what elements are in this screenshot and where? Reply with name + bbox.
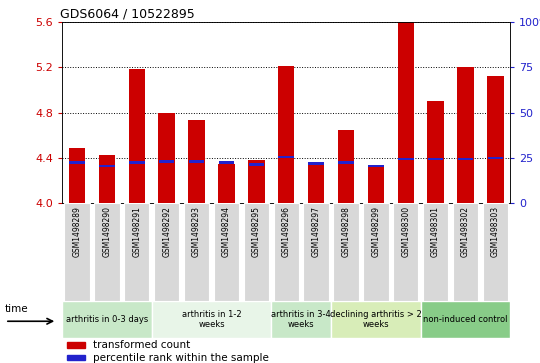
Bar (398, 158, 414, 160)
Bar (159, 160, 174, 163)
Text: GDS6064 / 10522895: GDS6064 / 10522895 (60, 8, 194, 21)
FancyBboxPatch shape (423, 203, 448, 301)
Bar (99, 155, 115, 203)
Bar (69, 148, 85, 203)
Bar (338, 130, 354, 203)
FancyBboxPatch shape (303, 203, 329, 301)
FancyBboxPatch shape (152, 301, 271, 338)
FancyBboxPatch shape (421, 301, 510, 338)
Text: percentile rank within the sample: percentile rank within the sample (93, 353, 269, 363)
FancyBboxPatch shape (453, 203, 478, 301)
Bar (219, 161, 234, 164)
Bar (248, 160, 265, 203)
Bar (457, 67, 474, 203)
Text: GSM1498289: GSM1498289 (72, 206, 82, 257)
Text: time: time (5, 303, 29, 314)
Bar (69, 161, 85, 164)
Text: GSM1498292: GSM1498292 (162, 206, 171, 257)
Bar (368, 166, 384, 203)
Bar (427, 101, 444, 203)
Bar (158, 113, 175, 203)
Text: non-induced control: non-induced control (423, 315, 508, 324)
FancyBboxPatch shape (214, 203, 239, 301)
Text: declining arthritis > 2
weeks: declining arthritis > 2 weeks (330, 310, 422, 329)
FancyBboxPatch shape (124, 203, 150, 301)
Bar (218, 164, 235, 203)
FancyBboxPatch shape (62, 301, 152, 338)
Bar (129, 69, 145, 203)
Bar (129, 161, 145, 164)
FancyBboxPatch shape (363, 203, 389, 301)
FancyBboxPatch shape (94, 203, 120, 301)
Bar (428, 158, 443, 160)
Bar (308, 162, 325, 203)
Text: arthritis in 3-4
weeks: arthritis in 3-4 weeks (271, 310, 331, 329)
Text: GSM1498300: GSM1498300 (401, 206, 410, 257)
FancyBboxPatch shape (273, 203, 299, 301)
Text: GSM1498297: GSM1498297 (312, 206, 321, 257)
Text: arthritis in 0-3 days: arthritis in 0-3 days (66, 315, 148, 324)
Bar (189, 160, 204, 163)
Bar (278, 66, 294, 203)
Bar (66, 355, 84, 360)
FancyBboxPatch shape (333, 203, 359, 301)
FancyBboxPatch shape (271, 301, 331, 338)
Text: GSM1498302: GSM1498302 (461, 206, 470, 257)
Bar (66, 342, 84, 348)
Text: GSM1498293: GSM1498293 (192, 206, 201, 257)
Text: GSM1498298: GSM1498298 (341, 206, 350, 257)
Text: GSM1498294: GSM1498294 (222, 206, 231, 257)
Bar (248, 163, 264, 166)
Text: arthritis in 1-2
weeks: arthritis in 1-2 weeks (181, 310, 241, 329)
Text: transformed count: transformed count (93, 340, 191, 350)
Bar (279, 155, 294, 158)
Bar (397, 22, 414, 203)
FancyBboxPatch shape (483, 203, 508, 301)
FancyBboxPatch shape (154, 203, 179, 301)
Text: GSM1498296: GSM1498296 (282, 206, 291, 257)
FancyBboxPatch shape (64, 203, 90, 301)
FancyBboxPatch shape (393, 203, 418, 301)
Bar (99, 164, 114, 167)
FancyBboxPatch shape (331, 301, 421, 338)
Text: GSM1498290: GSM1498290 (103, 206, 111, 257)
Text: GSM1498299: GSM1498299 (372, 206, 380, 257)
Text: GSM1498301: GSM1498301 (431, 206, 440, 257)
Bar (338, 161, 354, 164)
Bar (488, 157, 503, 159)
Text: GSM1498295: GSM1498295 (252, 206, 261, 257)
FancyBboxPatch shape (184, 203, 210, 301)
Bar (487, 76, 504, 203)
Bar (308, 162, 324, 165)
Text: GSM1498291: GSM1498291 (132, 206, 141, 257)
Bar (368, 164, 383, 167)
Bar (458, 158, 473, 160)
Bar (188, 121, 205, 203)
FancyBboxPatch shape (244, 203, 269, 301)
Text: GSM1498303: GSM1498303 (491, 206, 500, 257)
